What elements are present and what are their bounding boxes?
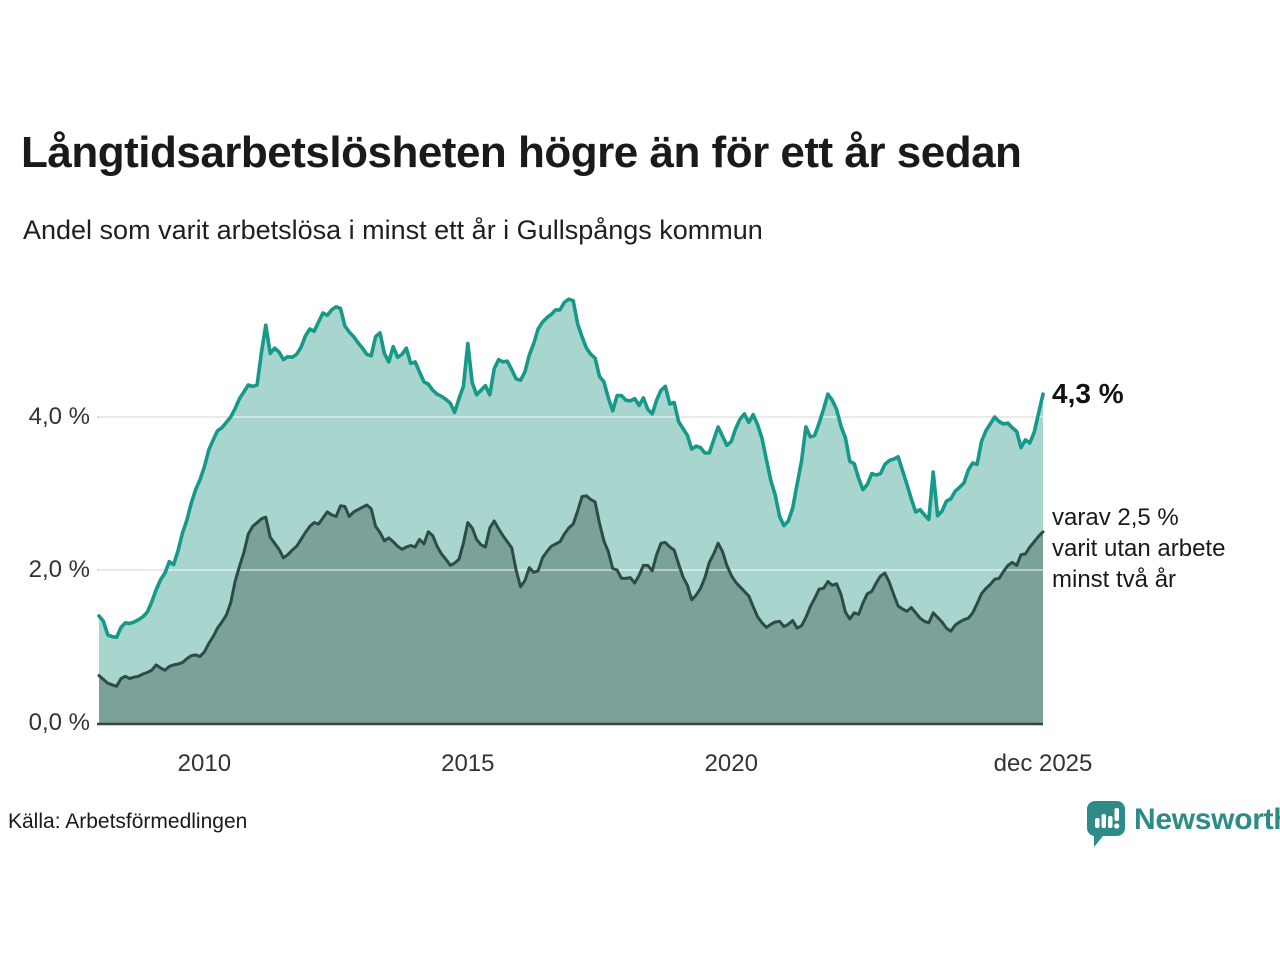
x-tick-label: 2010 — [177, 750, 232, 777]
series-area-min-two-years — [99, 495, 1043, 723]
brand-logo: Newsworthy — [1087, 801, 1280, 849]
page-title: Långtidsarbetslösheten högre än för ett … — [21, 128, 1022, 177]
y-tick-label: 4,0 % — [28, 403, 90, 430]
y-tick-label: 0,0 % — [28, 709, 90, 736]
y-tick-label: 2,0 % — [28, 556, 90, 583]
brand-name: Newsworthy — [1134, 803, 1280, 836]
bar-chart-bubble-icon — [1087, 801, 1125, 847]
source-note: Källa: Arbetsförmedlingen — [8, 810, 248, 833]
series-line-min-one-year — [97, 297, 1045, 640]
secondary-series-annotation: varav 2,5 % varit utan arbete minst två … — [1052, 504, 1226, 593]
series-line-min-two-years — [97, 494, 1045, 688]
chart-subtitle: Andel som varit arbetslösa i minst ett å… — [23, 215, 763, 245]
x-tick-label: dec 2025 — [993, 750, 1093, 777]
x-tick-label: 2020 — [704, 750, 758, 777]
latest-value-annotation: 4,3 % — [1052, 378, 1124, 409]
x-tick-label: 2015 — [441, 750, 495, 777]
